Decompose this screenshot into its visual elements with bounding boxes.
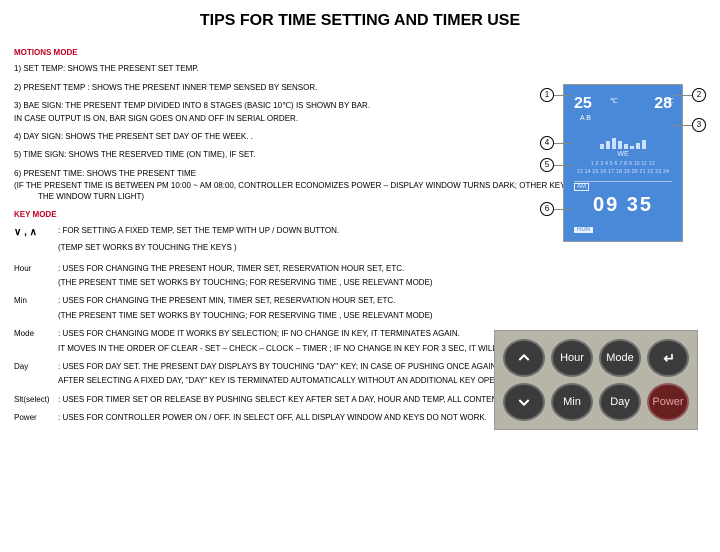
min-button[interactable]: Min: [551, 383, 593, 421]
bar-segment: [642, 140, 646, 149]
lcd-divider: [574, 181, 672, 182]
key-updown-label: ∨ , ∧: [14, 226, 58, 239]
motion-4: 4) DAY SIGN: SHOWS THE PRESENT SET DAY O…: [14, 132, 394, 142]
bar-segment: [636, 143, 640, 149]
key-hour-label: Hour: [14, 264, 58, 274]
key-hour: Hour : USES FOR CHANGING THE PRESENT HOU…: [14, 264, 706, 274]
bar-segment: [630, 146, 634, 149]
hour-button[interactable]: Hour: [551, 339, 593, 377]
callout-5: 5: [540, 158, 554, 172]
motion-3: 3) BAE SIGN: THE PRESENT TEMP DIVIDED IN…: [14, 101, 414, 111]
day-button[interactable]: Day: [599, 383, 641, 421]
bar-segment: [618, 141, 622, 149]
power-button[interactable]: Power: [647, 383, 689, 421]
callout-3-line: [672, 125, 692, 126]
key-day-label: Day: [14, 362, 58, 372]
callout-6: 6: [540, 202, 554, 216]
bar-segment: [624, 144, 628, 149]
motion-5: 5) TIME SIGN: SHOWS THE RESERVED TIME (O…: [14, 150, 394, 160]
key-slt-label: Slt(select): [14, 395, 58, 405]
callout-2-line: [674, 95, 692, 96]
key-min-label: Min: [14, 296, 58, 306]
key-updown-sub: (TEMP SET WORKS BY TOUCHING THE KEYS ): [14, 243, 706, 253]
chevron-up-icon: [516, 350, 532, 366]
lcd-deg-b-icon: ℃: [666, 97, 674, 105]
callout-4: 4: [540, 136, 554, 150]
lcd-present-time: 09 35: [568, 194, 678, 217]
key-mode-label: Mode: [14, 329, 58, 339]
key-hour-desc: : USES FOR CHANGING THE PRESENT HOUR, TI…: [58, 264, 706, 274]
bar-segment: [606, 141, 610, 149]
enter-icon: [660, 350, 676, 366]
callout-2: 2: [692, 88, 706, 102]
lcd-ab-label: A B: [580, 115, 591, 122]
up-button[interactable]: [503, 339, 545, 377]
lcd-am-label: AM: [574, 183, 589, 191]
key-min-desc: : USES FOR CHANGING THE PRESENT MIN, TIM…: [58, 296, 706, 306]
motion-1: 1) SET TEMP: SHOWS THE PRESENT SET TEMP.: [14, 64, 394, 74]
lcd-day-sign: WE: [568, 151, 678, 158]
callout-1-line: [554, 95, 572, 96]
lcd-display: 25 ℃ 28 ℃ A B WE 1 2 3 4 5 6 7 8 9 10 11…: [563, 84, 683, 242]
lcd-run-label: RUN: [574, 227, 593, 233]
mode-button[interactable]: Mode: [599, 339, 641, 377]
lcd-deg-a-icon: ℃: [610, 97, 618, 105]
down-button[interactable]: [503, 383, 545, 421]
lcd-bar-graph: [568, 131, 678, 149]
key-hour-sub: (THE PRESENT TIME SET WORKS BY TOUCHING;…: [14, 278, 706, 288]
select-button[interactable]: [647, 339, 689, 377]
callout-3: 3: [692, 118, 706, 132]
key-power-label: Power: [14, 413, 58, 423]
keypad-panel: Hour Mode Min Day Power: [494, 330, 698, 430]
key-min: Min : USES FOR CHANGING THE PRESENT MIN,…: [14, 296, 706, 306]
motion-2: 2) PRESENT TEMP : SHOWS THE PRESENT INNE…: [14, 83, 394, 93]
page-title: TIPS FOR TIME SETTING AND TIMER USE: [0, 12, 720, 30]
motion-3b: IN CASE OUTPUT IS ON, BAR SIGN GOES ON A…: [14, 114, 414, 124]
lcd-hours-row1: 1 2 3 4 5 6 7 8 9 10 11 12: [574, 161, 672, 167]
bar-segment: [600, 144, 604, 149]
lcd-display-wrap: 25 ℃ 28 ℃ A B WE 1 2 3 4 5 6 7 8 9 10 11…: [548, 84, 698, 242]
callout-5-line: [554, 165, 572, 166]
callout-4-line: [554, 143, 572, 144]
motions-heading: MOTIONS MODE: [14, 48, 706, 58]
lcd-set-temp-a: 25: [574, 95, 592, 113]
bar-segment: [612, 138, 616, 149]
key-min-sub: (THE PRESENT TIME SET WORKS BY TOUCHING;…: [14, 311, 706, 321]
lcd-hours-row2: 13 14 15 16 17 18 19 20 21 22 23 24: [574, 169, 672, 175]
chevron-down-icon: [516, 394, 532, 410]
callout-6-line: [554, 209, 572, 210]
callout-1: 1: [540, 88, 554, 102]
